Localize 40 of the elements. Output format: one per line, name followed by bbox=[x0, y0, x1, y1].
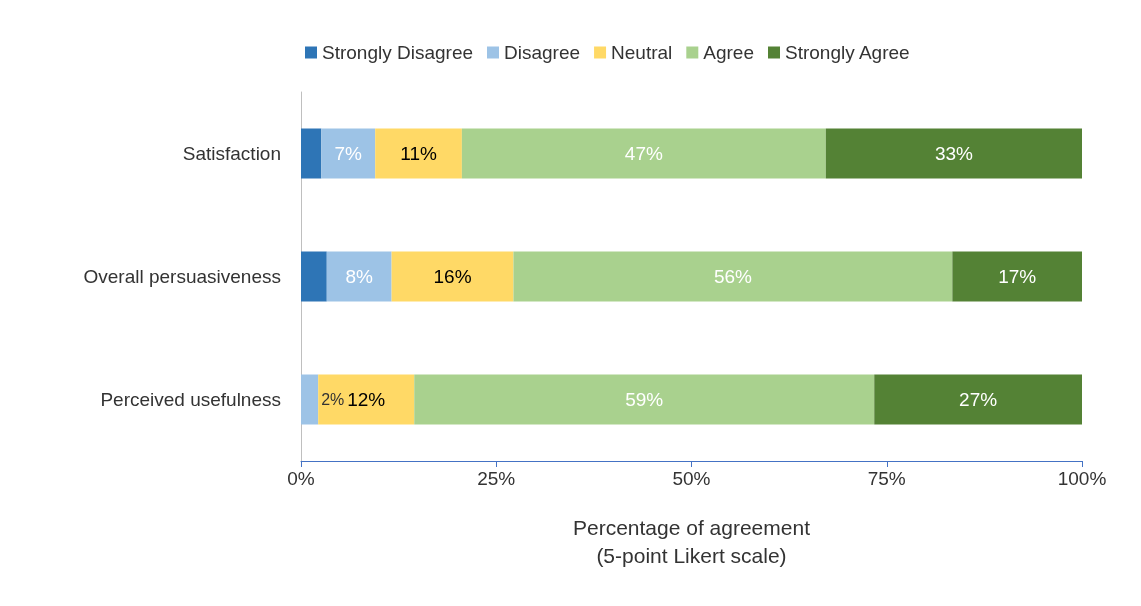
data-label: 27% bbox=[959, 389, 998, 410]
x-tick-label: 25% bbox=[477, 468, 516, 489]
data-label: 56% bbox=[713, 266, 753, 287]
data-label: 11% bbox=[400, 143, 437, 164]
data-label: 59% bbox=[625, 389, 664, 410]
x-tick-label: 50% bbox=[672, 468, 711, 489]
legend-label: Strongly Agree bbox=[785, 42, 910, 63]
data-label: 33% bbox=[934, 143, 974, 164]
bar bbox=[321, 128, 376, 179]
bar bbox=[301, 128, 322, 179]
y-tick-label: Perceived usefulness bbox=[100, 389, 281, 410]
data-label: 47% bbox=[624, 143, 663, 164]
bar bbox=[874, 374, 1082, 425]
bar bbox=[301, 251, 327, 302]
x-tick-label: 100% bbox=[1057, 468, 1107, 489]
data-label: 16% bbox=[433, 266, 472, 287]
bar bbox=[375, 128, 462, 179]
x-tick-label: 0% bbox=[287, 468, 315, 489]
bar bbox=[391, 251, 514, 302]
legend-label: Strongly Disagree bbox=[322, 42, 474, 63]
y-tick-label: Satisfaction bbox=[182, 143, 281, 164]
data-label: 8% bbox=[345, 266, 374, 287]
bar bbox=[318, 374, 415, 425]
data-label: 7% bbox=[334, 143, 363, 164]
y-tick-label: Overall persuasiveness bbox=[83, 266, 281, 287]
bar bbox=[461, 128, 826, 179]
data-label: 17% bbox=[998, 266, 1037, 287]
bar bbox=[414, 374, 875, 425]
bar bbox=[301, 374, 319, 425]
legend-label: Disagree bbox=[504, 42, 581, 63]
bar bbox=[825, 128, 1082, 179]
x-tick-label: 75% bbox=[867, 468, 906, 489]
bar bbox=[513, 251, 953, 302]
data-label: 12% bbox=[347, 389, 386, 410]
data-label: 2% bbox=[321, 391, 345, 408]
bar bbox=[952, 251, 1082, 302]
legend-label: Neutral bbox=[611, 42, 673, 63]
legend-label: Agree bbox=[703, 42, 755, 63]
x-axis-title: Percentage of agreement (5-point Likert scale) bbox=[573, 515, 811, 567]
bar bbox=[326, 251, 392, 302]
